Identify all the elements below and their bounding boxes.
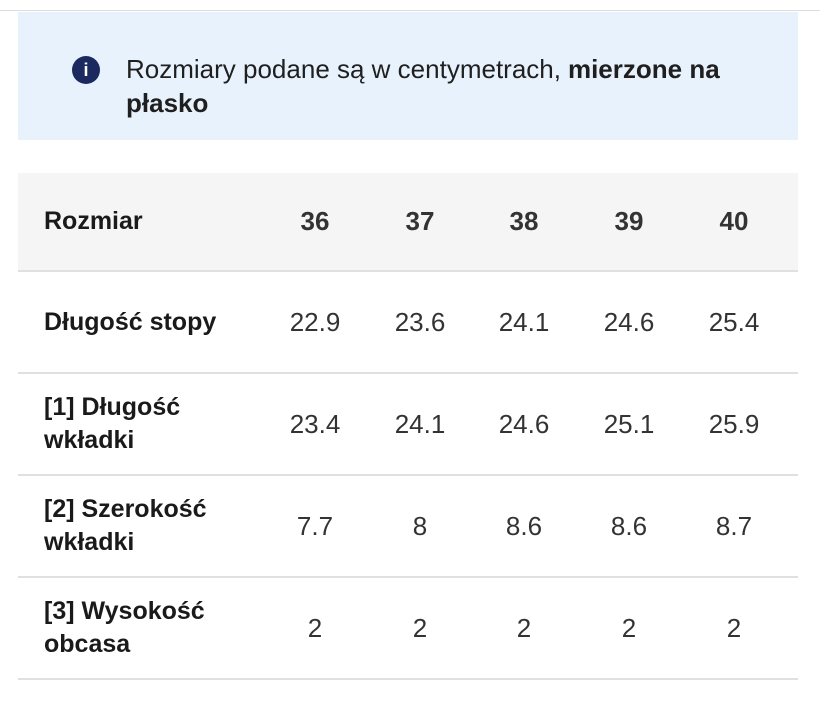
- size-value: 8.7: [715, 510, 753, 541]
- size-value: 2: [516, 612, 532, 643]
- table-row: [1] Długość wkładki 23.4 24.1 24.6 25.1 25.9: [18, 374, 798, 476]
- table-row: [2] Szerokość wkładki 7.7 8 8.6 8.6 8.7: [18, 476, 798, 578]
- size-value: 22.9: [289, 306, 341, 337]
- size-value: 8: [412, 510, 428, 541]
- notice-regular: Rozmiary podane są w centymetrach,: [126, 54, 561, 84]
- size-value: 23.4: [289, 408, 341, 439]
- size-value: 8.6: [610, 510, 648, 541]
- header-label: Rozmiar: [44, 207, 143, 235]
- header-row: Rozmiar 36 37 38 39 40: [18, 173, 798, 272]
- size-value: 24.1: [394, 408, 446, 439]
- info-notice: i Rozmiary podane są w centymetrach, mier…: [18, 12, 798, 140]
- row-label: [1] Długość wkładki: [44, 393, 181, 454]
- size-header: 36: [300, 206, 330, 236]
- size-value: 2: [412, 612, 428, 643]
- notice-text: Rozmiary podane są w centymetrach, mierzo…: [126, 52, 786, 120]
- size-header: 39: [614, 206, 644, 236]
- size-value: 2: [307, 612, 323, 643]
- size-header: 38: [509, 206, 539, 236]
- size-header: 37: [405, 206, 435, 236]
- size-value: 2: [621, 612, 637, 643]
- size-header: 40: [719, 206, 749, 236]
- info-icon: i: [72, 56, 100, 84]
- size-value: 2: [726, 612, 742, 643]
- size-value: 25.4: [708, 306, 760, 337]
- notice-bold: mierzone na płasko: [126, 54, 720, 118]
- size-table: Rozmiar 36 37 38 39 40 Długość stopy 22.9 23.6 24…: [18, 173, 798, 680]
- divider: [0, 10, 820, 11]
- size-value: 24.6: [498, 408, 550, 439]
- size-value: 24.6: [603, 306, 655, 337]
- size-value: 23.6: [394, 306, 446, 337]
- size-value: 25.9: [708, 408, 760, 439]
- row-label: [2] Szerokość wkładki: [44, 495, 207, 556]
- size-value: 24.1: [498, 306, 550, 337]
- table-row: [3] Wysokość obcasa 2 2 2 2 2: [18, 578, 798, 680]
- row-label: Długość stopy: [44, 307, 217, 336]
- table-row: Długość stopy 22.9 23.6 24.1 24.6 25.4: [18, 272, 798, 374]
- size-value: 25.1: [603, 408, 655, 439]
- row-label: [3] Wysokość obcasa: [44, 597, 205, 658]
- size-value: 7.7: [296, 510, 334, 541]
- size-value: 8.6: [505, 510, 543, 541]
